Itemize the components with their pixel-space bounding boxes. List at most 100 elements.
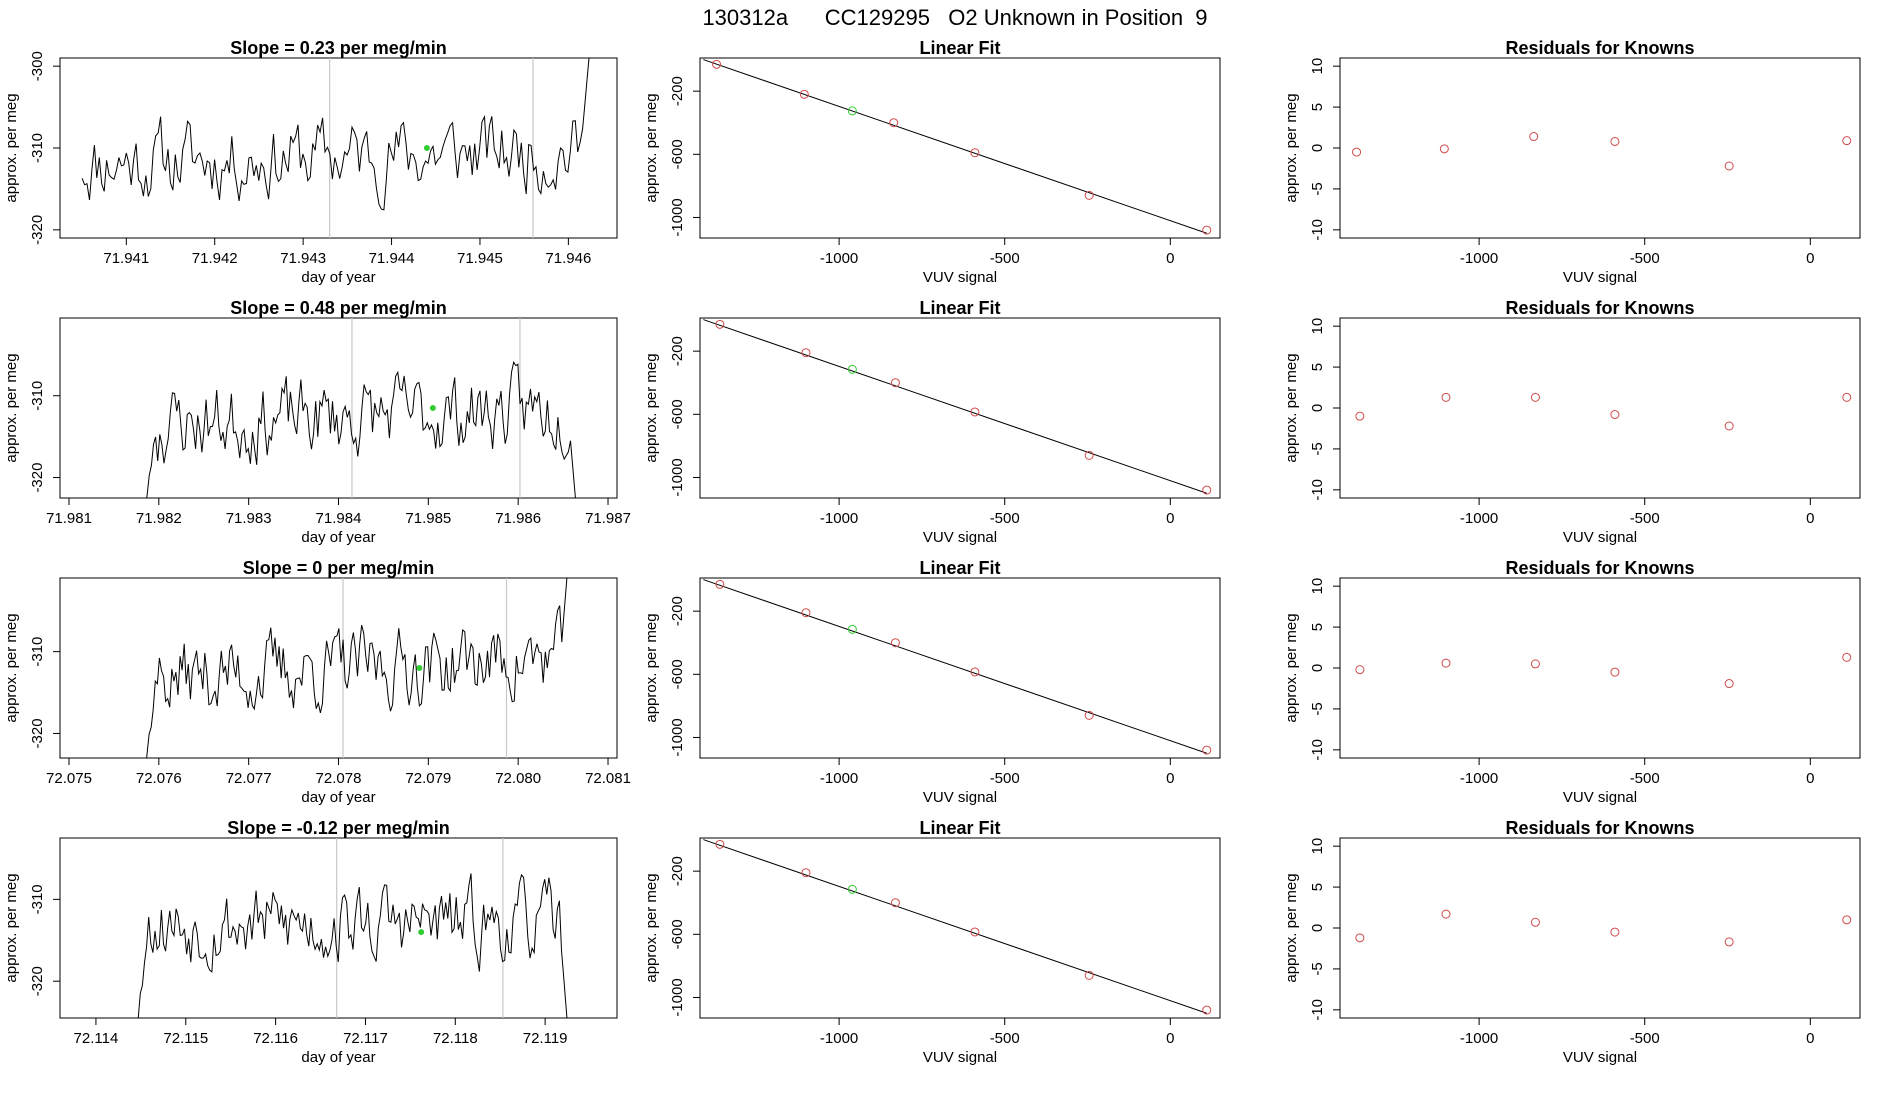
x-tick-label: 72.114 [74,1030,119,1047]
x-tick-label: 0 [1806,250,1814,267]
x-tick-label: 0 [1166,770,1174,787]
x-tick-label: 71.943 [280,250,326,267]
x-axis-label: day of year [301,789,375,806]
y-axis-label: approx. per meg [3,873,20,982]
x-tick-label: 72.078 [316,770,362,787]
residual-point [1610,410,1620,420]
selected-point-marker [429,405,436,411]
x-tick-label: -500 [990,510,1020,527]
chart-title: Slope = -0.12 per meg/min [227,818,450,838]
fit-line [703,59,1207,234]
y-tick-label: -600 [669,919,686,949]
known-point [1202,485,1212,495]
x-tick-label: 72.117 [343,1030,388,1047]
y-tick-label: -600 [669,399,686,429]
y-tick-label: 0 [1309,404,1326,412]
x-axis-label: day of year [301,269,375,286]
selected-point-marker [416,665,423,671]
y-axis-label: approx. per meg [643,873,660,982]
residual-point [1530,659,1540,669]
known-point [715,839,725,849]
plot-frame [1339,57,1861,239]
data-series-line [81,58,590,211]
y-axis-label: approx. per meg [643,613,660,722]
linear-fit-panel: Linear Fit VUV signal approx. per meg -1000… [643,818,1221,1066]
known-point [1202,745,1212,755]
residual-point [1724,421,1734,431]
x-tick-label: -1000 [820,510,858,527]
y-tick-label: -320 [29,718,46,748]
known-point [970,407,980,417]
x-tick-label: -1000 [820,250,858,267]
known-point [801,608,811,618]
fit-line [703,579,1207,754]
x-tick-label: -500 [1630,770,1660,787]
residual-point [1355,933,1365,943]
x-tick-label: -1000 [1460,250,1498,267]
y-tick-label: -310 [29,637,46,667]
y-axis-label: approx. per meg [643,93,660,202]
y-tick-label: -200 [669,336,686,366]
y-axis-label: approx. per meg [1283,613,1300,722]
known-point [890,638,900,648]
y-axis-label: approx. per meg [3,353,20,462]
known-point [1202,225,1212,235]
known-point [801,868,811,878]
x-tick-label: 72.081 [585,770,631,787]
residuals-panel: Residuals for Knowns VUV signal approx. pe… [1283,558,1861,806]
x-tick-label: 71.984 [316,510,362,527]
known-point [715,319,725,329]
y-tick-label: -1000 [669,198,686,236]
y-tick-label: -10 [1309,479,1326,501]
selected-point-marker [418,929,425,936]
x-tick-label: 72.076 [136,770,182,787]
residual-point [1441,909,1451,919]
chart-title: Residuals for Knowns [1505,558,1694,578]
chart-title: Slope = 0.23 per meg/min [230,38,447,58]
x-tick-label: -500 [990,1030,1020,1047]
chart-row-4: Slope = -0.12 per meg/min day of year appr… [3,818,1861,1066]
fit-line [703,839,1207,1014]
chart-title: Residuals for Knowns [1505,298,1694,318]
y-tick-label: 5 [1309,623,1326,631]
known-point [1084,710,1094,720]
residual-point [1842,652,1852,662]
plot-frame [1339,317,1861,499]
data-series-line [146,578,568,758]
y-axis-label: approx. per meg [3,613,20,722]
plot-frame [699,837,1221,1019]
x-axis-label: VUV signal [1563,789,1637,806]
residuals-panel: Residuals for Knowns VUV signal approx. pe… [1283,818,1861,1066]
residual-point [1724,161,1734,171]
fit-line [703,319,1207,494]
y-tick-label: 10 [1309,578,1326,595]
y-tick-label: 0 [1309,924,1326,932]
known-point [1084,450,1094,460]
chart-title: Linear Fit [919,818,1000,838]
residual-point [1530,917,1540,927]
x-axis-label: day of year [301,529,375,546]
x-tick-label: -1000 [1460,770,1498,787]
y-tick-label: -200 [669,76,686,106]
residual-point [1355,411,1365,421]
x-axis-label: day of year [301,1049,375,1066]
x-tick-label: -500 [990,770,1020,787]
residual-point [1439,144,1449,154]
y-tick-label: -200 [669,856,686,886]
x-tick-label: 72.077 [226,770,272,787]
known-point [970,148,980,158]
y-axis-label: approx. per meg [643,353,660,462]
known-point [1084,190,1094,200]
x-axis-label: VUV signal [923,529,997,546]
x-tick-label: -500 [1630,510,1660,527]
x-tick-label: 71.986 [495,510,541,527]
x-axis-label: VUV signal [923,789,997,806]
linear-fit-panel: Linear Fit VUV signal approx. per meg -1000… [643,38,1221,286]
plot-frame [699,577,1221,759]
y-tick-label: -320 [29,966,46,996]
x-axis-label: VUV signal [1563,269,1637,286]
y-tick-label: -600 [669,659,686,689]
y-axis-label: approx. per meg [3,93,20,202]
x-tick-label: -500 [990,250,1020,267]
time-series-panel: Slope = 0.48 per meg/min day of year appro… [3,298,631,546]
